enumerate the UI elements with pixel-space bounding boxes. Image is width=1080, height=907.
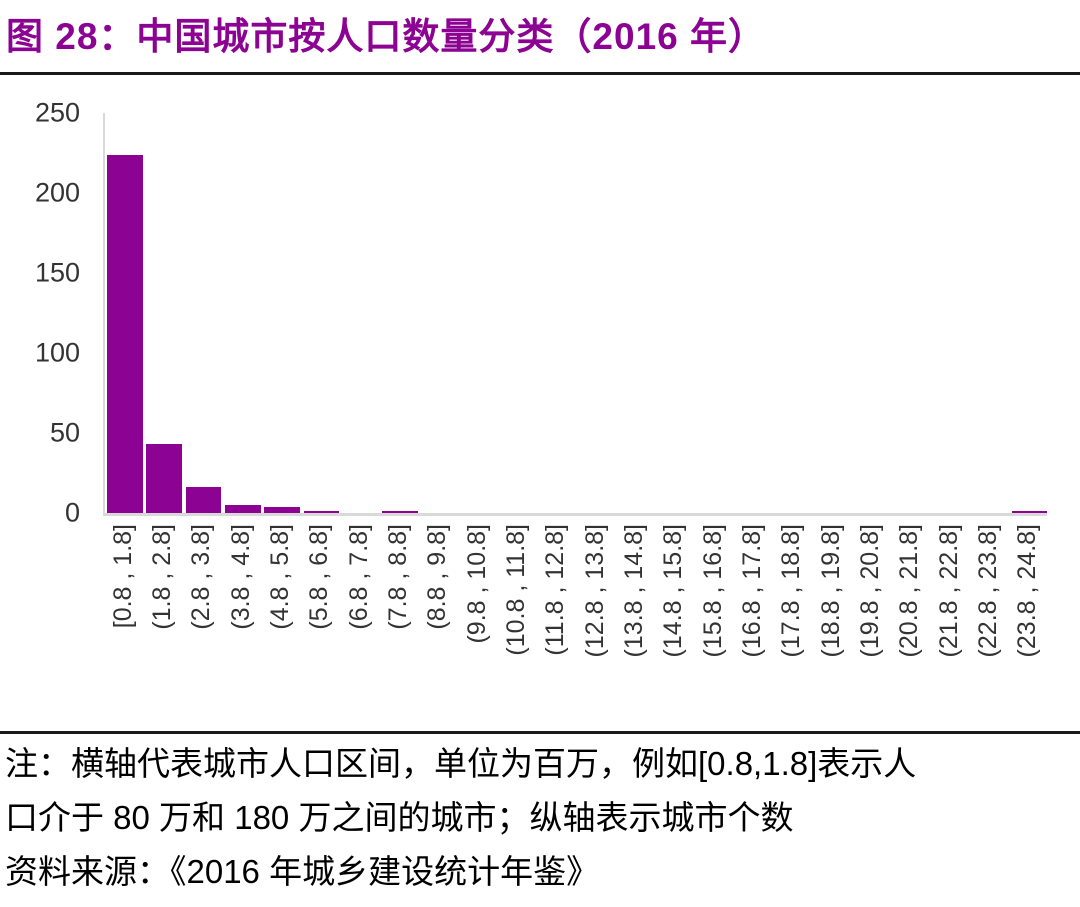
x-axis-category: (2.8 , 3.8] [182, 524, 221, 728]
source-line: 资料来源：《2016 年城乡建设统计年鉴》 [5, 853, 600, 890]
x-axis-category: (3.8 , 4.8] [221, 524, 260, 728]
y-axis-tick-label: 150 [34, 257, 80, 288]
x-axis-category-label: [0.8 , 1.8] [108, 524, 137, 629]
bar [1011, 510, 1048, 513]
x-axis-category-label: (3.8 , 4.8] [226, 524, 255, 630]
y-axis-tick-label: 100 [34, 337, 80, 368]
x-axis-category: (19.8 , 20.8] [850, 524, 889, 728]
bar [146, 444, 183, 513]
x-axis-category-label: (10.8 , 11.8] [501, 524, 530, 656]
x-axis-category-label: (2.8 , 3.8] [187, 524, 216, 630]
notes-divider [0, 731, 1080, 734]
x-axis-category-label: (1.8 , 2.8] [147, 524, 176, 630]
bar [107, 154, 143, 513]
x-axis-category: (13.8 , 14.8] [614, 524, 653, 728]
y-axis: 0 50 100 150 200 250 [0, 99, 80, 526]
x-axis-category: (15.8 , 16.8] [693, 524, 732, 728]
note-line-2: 口介于 80 万和 180 万之间的城市；纵轴表示城市个数 [5, 799, 794, 836]
x-axis-category: (9.8 , 10.8] [457, 524, 496, 728]
x-axis-category: (21.8 , 22.8] [929, 524, 968, 728]
title-divider [0, 72, 1080, 75]
x-axis-category: (11.8 , 12.8] [536, 524, 575, 728]
x-axis-category: (5.8 , 6.8] [300, 524, 339, 728]
x-axis-category: (12.8 , 13.8] [575, 524, 614, 728]
x-axis-category-label: (16.8 , 17.8] [737, 524, 766, 658]
x-axis-category: (22.8 , 23.8] [968, 524, 1007, 728]
x-axis-category: [0.8 , 1.8] [103, 524, 142, 728]
x-axis-category: (16.8 , 17.8] [732, 524, 771, 728]
x-axis-category-label: (17.8 , 18.8] [777, 524, 806, 658]
y-axis-tick-label: 200 [34, 177, 80, 208]
x-axis-category-label: (14.8 , 15.8] [659, 524, 688, 658]
x-axis-category-label: (5.8 , 6.8] [305, 524, 334, 630]
x-axis-category: (1.8 , 2.8] [142, 524, 181, 728]
x-axis-category-label: (11.8 , 12.8] [541, 524, 570, 656]
x-axis-category: (7.8 , 8.8] [378, 524, 417, 728]
x-axis-category-label: (12.8 , 13.8] [580, 524, 609, 658]
x-axis: [0.8 , 1.8] (1.8 , 2.8] (2.8 , 3.8] (3.8 , … [103, 524, 1047, 728]
x-axis-category-label: (18.8 , 19.8] [816, 524, 845, 658]
x-axis-category: (8.8 , 9.8] [418, 524, 457, 728]
note-line-1: 注：横轴代表城市人口区间，单位为百万，例如[0.8,1.8]表示人 [5, 745, 917, 782]
footnotes: 注：横轴代表城市人口区间，单位为百万，例如[0.8,1.8]表示人 口介于 80… [5, 744, 916, 906]
x-axis-category-label: (13.8 , 14.8] [619, 524, 648, 658]
plot-area [103, 113, 1048, 516]
bar [303, 510, 340, 513]
figure-title: 图 28：中国城市按人口数量分类（2016 年） [6, 16, 767, 57]
x-axis-category-label: (9.8 , 10.8] [462, 524, 491, 644]
x-axis-category: (17.8 , 18.8] [772, 524, 811, 728]
x-axis-category: (23.8 , 24.8] [1008, 524, 1047, 728]
x-axis-category: (18.8 , 19.8] [811, 524, 850, 728]
x-axis-category-label: (15.8 , 16.8] [698, 524, 727, 658]
bar [225, 505, 261, 513]
y-axis-tick-label: 250 [34, 97, 80, 128]
bar [264, 506, 301, 513]
x-axis-category-label: (6.8 , 7.8] [344, 524, 373, 630]
y-axis-tick-label: 0 [64, 497, 80, 528]
bar [382, 510, 419, 513]
x-axis-category-label: (23.8 , 24.8] [1013, 524, 1042, 658]
x-axis-category-label: (21.8 , 22.8] [934, 524, 963, 658]
x-axis-category: (14.8 , 15.8] [654, 524, 693, 728]
x-axis-category-label: (4.8 , 5.8] [265, 524, 294, 630]
x-axis-category: (6.8 , 7.8] [339, 524, 378, 728]
x-axis-category: (20.8 , 21.8] [890, 524, 929, 728]
x-axis-category: (10.8 , 11.8] [496, 524, 535, 728]
bar [185, 487, 222, 513]
x-axis-category-label: (20.8 , 21.8] [895, 524, 924, 658]
y-axis-tick-label: 50 [49, 417, 80, 448]
x-axis-category-label: (22.8 , 23.8] [973, 524, 1002, 658]
x-axis-category-label: (7.8 , 8.8] [383, 524, 412, 630]
x-axis-category-label: (19.8 , 20.8] [855, 524, 884, 658]
x-axis-category-label: (8.8 , 9.8] [423, 524, 452, 630]
x-axis-category: (4.8 , 5.8] [260, 524, 299, 728]
